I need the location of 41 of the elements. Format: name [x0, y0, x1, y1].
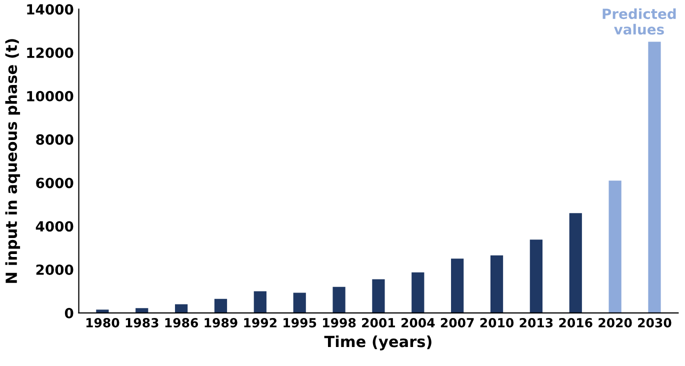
x-tick-label: 1992: [244, 318, 276, 328]
bar: [648, 42, 661, 313]
bar: [412, 272, 424, 313]
y-tick-label: 6000: [36, 178, 74, 188]
y-axis-title: N input in aqueous phase (t): [5, 39, 20, 283]
x-tick-label: 1989: [204, 318, 238, 328]
x-tick-label: 2030: [638, 318, 672, 328]
bar: [174, 304, 188, 313]
bar: [254, 291, 266, 313]
bar: [451, 258, 464, 313]
y-tick-label: 2000: [36, 264, 74, 276]
x-tick-label: 2004: [401, 318, 435, 328]
x-tick-label: 2016: [559, 318, 592, 328]
bar: [136, 308, 148, 313]
x-tick-label: 2001: [362, 318, 395, 328]
y-tick-label: 12000: [27, 48, 74, 58]
x-tick-label: 2007: [440, 318, 474, 328]
x-tick-label: 1983: [126, 318, 158, 328]
y-tick-label: 10000: [27, 90, 74, 102]
y-tick-label: 14000: [27, 4, 74, 15]
x-tick-label: 1995: [284, 318, 316, 328]
x-tick-label: 2010: [480, 318, 514, 328]
bar: [293, 292, 306, 313]
x-tick-label: 2013: [520, 318, 553, 328]
annotation: Predicted values: [602, 8, 676, 35]
bar: [372, 279, 385, 313]
x-tick-label: 1980: [86, 318, 120, 328]
y-tick-label: 0: [64, 308, 74, 318]
x-tick-label: 1986: [165, 318, 198, 328]
bar: [332, 286, 346, 313]
bar: [490, 255, 504, 313]
y-tick-label: 8000: [36, 134, 74, 145]
bar: [608, 180, 622, 313]
bar: [96, 310, 109, 313]
x-tick-label: 1998: [323, 318, 356, 328]
y-tick-label: 4000: [36, 221, 74, 232]
bar: [569, 213, 582, 313]
x-tick-label: 2020: [598, 318, 632, 328]
x-axis-title: Time (years): [324, 335, 432, 350]
bar: [214, 298, 228, 313]
bar: [530, 240, 542, 313]
